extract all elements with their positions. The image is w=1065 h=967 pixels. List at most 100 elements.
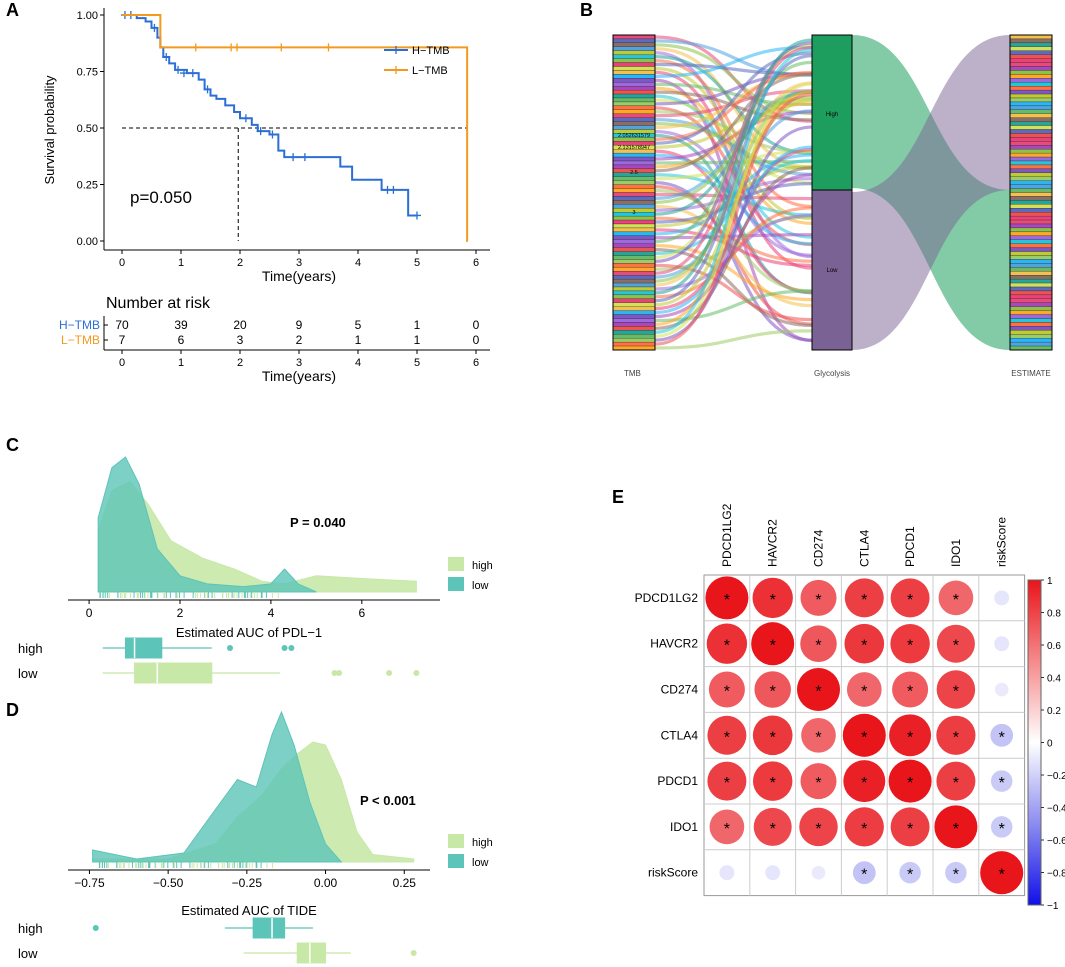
b-tmb-node [612, 306, 656, 311]
b-estimate-node [1009, 50, 1053, 55]
e-sig-star: * [815, 684, 821, 701]
d-pvalue: P < 0.001 [360, 793, 416, 808]
e-corr-circle [846, 672, 882, 707]
b-estimate-frame [1009, 34, 1053, 351]
a-censor-mark [256, 127, 265, 136]
a-censor-mark [191, 43, 200, 52]
a-ytick-label: 0.50 [77, 123, 98, 135]
b-tmb-node [612, 247, 656, 252]
b-tmb-node [612, 188, 656, 193]
b-tmb-node [612, 105, 656, 110]
b-flow-ribbon [654, 45, 813, 78]
e-sig-star: * [724, 821, 730, 838]
b-tmb-node [612, 82, 656, 87]
b-estimate-node [1009, 54, 1053, 59]
a-censor-mark [389, 185, 398, 194]
b-estimate-node [1009, 117, 1053, 122]
e-col-label: CD274 [812, 529, 826, 567]
b-tmb-node [612, 93, 656, 99]
e-sig-star: * [907, 729, 913, 746]
d-box [252, 917, 286, 939]
e-col-label: HAVCR2 [766, 519, 780, 567]
b-tmb-node [612, 219, 656, 225]
c-outlier [288, 645, 295, 651]
b-estimate-node [1009, 141, 1053, 146]
a-xtick-label: 4 [355, 257, 361, 269]
e-colorbar-label: −0.8 [1047, 869, 1065, 880]
b-tmb-node [612, 263, 656, 268]
b-estimate-node [1009, 156, 1053, 162]
e-col-label: riskScore [995, 517, 1009, 567]
b-tmb-node [612, 235, 656, 240]
c-outlier [227, 645, 233, 651]
b-estimate-node [1009, 334, 1053, 339]
b-tmb-node [612, 310, 656, 315]
a-km-curve-h-tmb [122, 14, 417, 217]
b-tmb-node [612, 239, 656, 244]
b-tmb-node [612, 341, 656, 347]
b-flow-ribbon [654, 54, 813, 303]
d-box [296, 942, 327, 964]
c-box-label-low: low [18, 666, 38, 681]
b-tmb-node [612, 97, 656, 103]
b-estimate-node [1009, 302, 1053, 307]
b-estimate-node [1009, 282, 1053, 288]
b-estimate-node [1009, 160, 1053, 166]
b-tmb-node [612, 215, 656, 221]
e-sig-star: * [953, 867, 959, 884]
e-sig-star: * [999, 821, 1005, 838]
e-colorbar-label: 0.6 [1047, 641, 1061, 652]
b-tmb-node [612, 38, 656, 44]
e-sig-star: * [999, 775, 1005, 792]
b-tmb-value: 2.052631579 [618, 133, 650, 139]
b-estimate-node [1009, 149, 1053, 154]
b-estimate-node [1009, 145, 1053, 150]
a-risk-cell: 0 [473, 318, 480, 332]
b-estimate-node [1009, 180, 1053, 185]
b-tmb-node [612, 109, 656, 114]
b-tmb-frame [612, 34, 656, 351]
b-tmb-node [612, 243, 656, 248]
a-risk-cell: 2 [296, 333, 303, 347]
e-corr-circle [892, 671, 929, 708]
b-tmb-node [612, 160, 656, 166]
b-tmb-value: 2.131578947 [618, 145, 650, 151]
b-estimate-node [1009, 109, 1053, 114]
b-tmb-node [612, 121, 656, 126]
e-colorbar-label: 0 [1047, 739, 1053, 750]
c-outlier [331, 670, 338, 676]
b-tmb-node [612, 227, 656, 233]
b-estimate-node [1009, 89, 1053, 95]
d-xtick-label: −0.50 [153, 876, 184, 890]
b-estimate-node [1009, 247, 1053, 252]
a-risk-cell: 5 [355, 318, 362, 332]
b-estimate-node [1009, 326, 1053, 331]
a-legend-mark [392, 66, 400, 74]
d-legend-key [448, 854, 464, 868]
e-corr-circle [936, 670, 976, 709]
e-colorbar-label: 0.4 [1047, 674, 1061, 685]
c-legend-label: high [472, 560, 493, 572]
e-sig-star: * [861, 638, 867, 655]
e-corr-circle [990, 816, 1013, 838]
b-tmb-node [612, 267, 656, 272]
b-tmb-node [612, 192, 656, 197]
e-corr-circle [844, 578, 884, 618]
e-sig-star: * [724, 775, 730, 792]
e-corr-circle [990, 770, 1013, 792]
e-corr-circle [800, 579, 837, 616]
e-sig-star: * [815, 592, 821, 609]
e-sig-star: * [815, 821, 821, 838]
a-legend-mark [392, 46, 400, 54]
b-flow-ribbon [654, 48, 813, 334]
a-risk-row-name: H−TMB [59, 318, 100, 332]
b-estimate-node [1009, 227, 1053, 233]
e-col-label: CTLA4 [857, 529, 871, 567]
b-tmb-node [612, 345, 656, 351]
e-sig-star: * [861, 729, 867, 746]
panel-label-c: C [6, 435, 19, 455]
e-corr-circle [709, 809, 745, 845]
b-tmb-node [612, 275, 656, 280]
b-estimate-node [1009, 259, 1053, 264]
a-risk-cell: 1 [414, 333, 421, 347]
